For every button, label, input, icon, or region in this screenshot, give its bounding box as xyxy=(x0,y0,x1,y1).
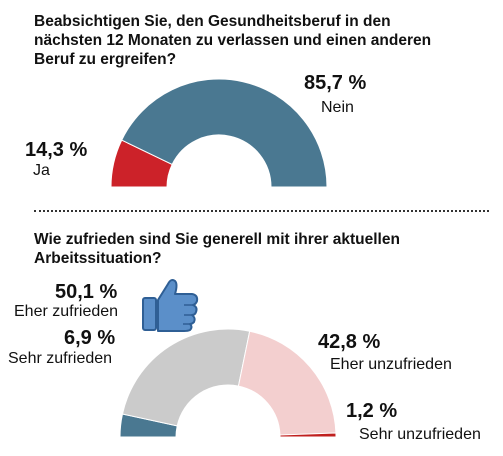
slice-value-ja: 14,3 % xyxy=(25,139,88,161)
chart2-slice-sehr-unzufrieden xyxy=(279,432,337,438)
chart1-title: Beabsichtigen Sie, den Gesundheitsberuf … xyxy=(34,13,432,68)
chart2-slice-eher-unzufrieden xyxy=(237,330,337,436)
slice-label-eher-unzufrieden: Eher unzufrieden xyxy=(330,356,452,373)
chart2-slice-eher-zufrieden xyxy=(121,328,251,427)
slice-value-sehr-zufrieden: 6,9 % xyxy=(64,327,116,349)
dotted-divider xyxy=(34,210,489,212)
chart1-slice-nein xyxy=(121,78,328,188)
slice-value-eher-zufrieden: 50,1 % xyxy=(55,281,118,303)
slice-value-sehr-unzufrieden: 1,2 % xyxy=(346,400,398,422)
slice-value-nein: 85,7 % xyxy=(304,72,367,94)
slice-label-ja: Ja xyxy=(33,162,50,179)
slice-label-sehr-unzufrieden: Sehr unzufrieden xyxy=(359,426,481,443)
chart2-title: Wie zufrieden sind Sie generell mit ihre… xyxy=(34,231,400,267)
slice-label-eher-zufrieden: Eher zufrieden xyxy=(14,303,119,320)
slice-label-nein: Nein xyxy=(321,99,354,116)
thumbs-up-icon xyxy=(142,279,199,332)
slice-value-eher-unzufrieden: 42,8 % xyxy=(318,331,381,353)
slice-label-sehr-zufrieden: Sehr zufrieden xyxy=(8,350,113,367)
